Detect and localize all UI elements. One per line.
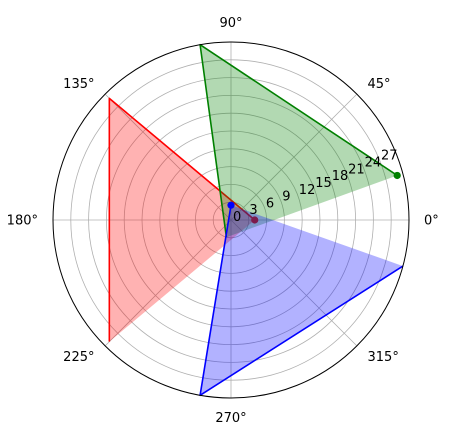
angular-tick-label: 90° [219, 16, 242, 31]
angular-tick-label: 135° [63, 77, 94, 92]
radial-tick-label: 12 [299, 183, 316, 198]
grid [53, 42, 409, 398]
angular-tick-label: 180° [7, 214, 38, 229]
series-layer [108, 43, 404, 397]
radial-tick-label: 9 [282, 190, 290, 205]
angular-tick-label: 315° [368, 350, 399, 365]
radial-tick-label: 6 [266, 196, 274, 211]
angular-tick-label: 45° [368, 77, 391, 92]
angular-gridline [104, 93, 232, 221]
radial-tick-label: 27 [381, 149, 398, 164]
radial-tick-label: 0 [233, 210, 241, 225]
angular-gridline [230, 93, 358, 221]
radial-tick-label: 21 [348, 162, 365, 177]
angular-tick-label: 270° [215, 411, 246, 426]
radial-tick-label: 15 [315, 176, 332, 191]
tick-labels: 0° 45° 90° 135° 180° 225° 270° 315° 0 3 6 9 12 15 18 21… [7, 16, 439, 426]
angular-gridline [104, 219, 232, 347]
polar-frame [52, 41, 410, 399]
series-fill-2 [200, 205, 403, 396]
angular-tick-label: 0° [424, 214, 439, 229]
radial-tick-label: 24 [365, 156, 382, 171]
series-fill-1 [200, 44, 398, 238]
angular-gridline [230, 219, 358, 347]
series-marker-2 [227, 201, 235, 209]
series-line-0 [108, 97, 256, 342]
series-fill-0 [109, 98, 255, 342]
radial-tick-label: 3 [249, 203, 257, 218]
series-marker-0 [251, 216, 259, 224]
radial-tick-label: 18 [332, 169, 349, 184]
angular-tick-label: 225° [63, 350, 94, 365]
series-marker-1 [393, 171, 401, 180]
